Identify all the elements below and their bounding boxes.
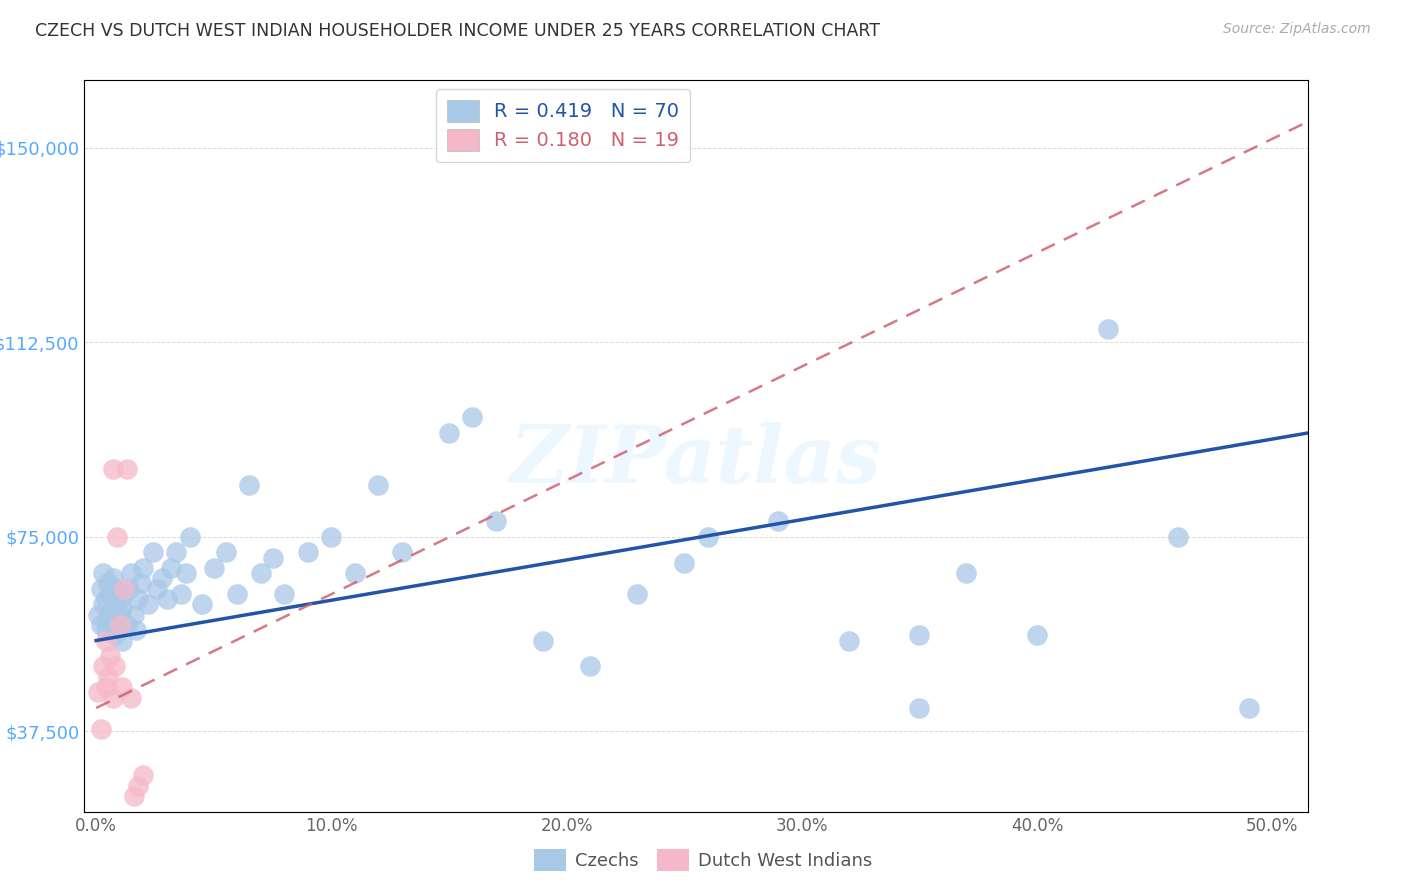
Point bbox=[101, 690, 124, 705]
Point bbox=[908, 628, 931, 642]
Point bbox=[112, 587, 135, 601]
Point bbox=[531, 633, 554, 648]
Point bbox=[179, 530, 201, 544]
Point bbox=[238, 478, 260, 492]
Point bbox=[160, 561, 183, 575]
Point bbox=[111, 680, 134, 694]
Point bbox=[98, 613, 121, 627]
Point bbox=[125, 623, 148, 637]
Text: CZECH VS DUTCH WEST INDIAN HOUSEHOLDER INCOME UNDER 25 YEARS CORRELATION CHART: CZECH VS DUTCH WEST INDIAN HOUSEHOLDER I… bbox=[35, 22, 880, 40]
Point bbox=[112, 582, 135, 596]
Point bbox=[1097, 322, 1119, 336]
Point bbox=[104, 659, 127, 673]
Point bbox=[136, 597, 159, 611]
Point bbox=[626, 587, 648, 601]
Point bbox=[768, 514, 790, 528]
Point bbox=[98, 587, 121, 601]
Point bbox=[437, 425, 460, 440]
Point bbox=[122, 789, 145, 804]
Point bbox=[673, 556, 696, 570]
Point bbox=[226, 587, 249, 601]
Point bbox=[94, 633, 117, 648]
Point bbox=[142, 545, 165, 559]
Point bbox=[97, 607, 120, 622]
Point bbox=[90, 618, 112, 632]
Point bbox=[111, 633, 134, 648]
Point bbox=[461, 410, 484, 425]
Point bbox=[174, 566, 197, 580]
Point bbox=[202, 561, 225, 575]
Point bbox=[132, 768, 155, 782]
Point bbox=[1026, 628, 1049, 642]
Legend: R = 0.419   N = 70, R = 0.180   N = 19: R = 0.419 N = 70, R = 0.180 N = 19 bbox=[436, 89, 689, 162]
Point bbox=[108, 607, 131, 622]
Point bbox=[343, 566, 366, 580]
Point bbox=[115, 462, 138, 476]
Point bbox=[91, 566, 114, 580]
Text: Source: ZipAtlas.com: Source: ZipAtlas.com bbox=[1223, 22, 1371, 37]
Point bbox=[91, 659, 114, 673]
Point bbox=[104, 597, 127, 611]
Point bbox=[391, 545, 413, 559]
Point bbox=[1237, 701, 1260, 715]
Point bbox=[111, 602, 134, 616]
Point bbox=[108, 618, 131, 632]
Point bbox=[97, 670, 120, 684]
Point bbox=[115, 618, 138, 632]
Point bbox=[120, 690, 142, 705]
Point bbox=[97, 576, 120, 591]
Point bbox=[105, 618, 128, 632]
Point bbox=[249, 566, 271, 580]
Point bbox=[367, 478, 389, 492]
Point bbox=[127, 592, 149, 607]
Point bbox=[91, 597, 114, 611]
Point bbox=[101, 602, 124, 616]
Point bbox=[94, 623, 117, 637]
Point bbox=[297, 545, 319, 559]
Point bbox=[838, 633, 860, 648]
Point bbox=[94, 592, 117, 607]
Point bbox=[87, 607, 110, 622]
Point bbox=[87, 685, 110, 699]
Point bbox=[321, 530, 343, 544]
Point bbox=[132, 561, 155, 575]
Point bbox=[150, 571, 173, 585]
Point bbox=[101, 571, 124, 585]
Point bbox=[146, 582, 169, 596]
Point bbox=[955, 566, 977, 580]
Point bbox=[579, 659, 602, 673]
Point bbox=[165, 545, 187, 559]
Point bbox=[94, 680, 117, 694]
Point bbox=[156, 592, 179, 607]
Point bbox=[90, 722, 112, 736]
Point bbox=[105, 582, 128, 596]
Point bbox=[98, 649, 121, 664]
Point bbox=[118, 582, 141, 596]
Point bbox=[262, 550, 284, 565]
Point bbox=[90, 582, 112, 596]
Point bbox=[104, 628, 127, 642]
Legend: Czechs, Dutch West Indians: Czechs, Dutch West Indians bbox=[526, 842, 880, 879]
Point bbox=[1167, 530, 1189, 544]
Point bbox=[191, 597, 214, 611]
Point bbox=[273, 587, 295, 601]
Text: ZIPatlas: ZIPatlas bbox=[510, 422, 882, 500]
Point bbox=[101, 462, 124, 476]
Point bbox=[120, 566, 142, 580]
Point bbox=[170, 587, 193, 601]
Point bbox=[485, 514, 508, 528]
Point bbox=[122, 607, 145, 622]
Point bbox=[127, 779, 149, 793]
Point bbox=[908, 701, 931, 715]
Point bbox=[129, 576, 152, 591]
Point bbox=[108, 592, 131, 607]
Point bbox=[105, 530, 128, 544]
Point bbox=[696, 530, 718, 544]
Point bbox=[214, 545, 236, 559]
